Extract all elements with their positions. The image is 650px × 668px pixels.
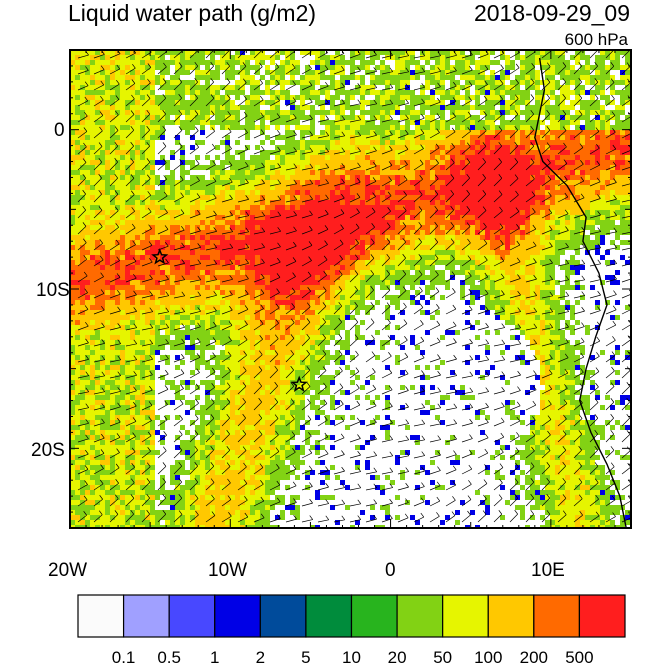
colorbar	[78, 595, 625, 637]
colorbar-label: 20	[388, 648, 407, 668]
colorbar-swatch	[78, 595, 124, 637]
colorbar-swatch	[260, 595, 306, 637]
colorbar-swatch	[352, 595, 398, 637]
colorbar-label: 5	[301, 648, 310, 668]
colorbar-swatch	[306, 595, 352, 637]
colorbar-swatch	[443, 595, 489, 637]
lon-label-0: 0	[385, 560, 396, 582]
colorbar-label: 2	[256, 648, 265, 668]
colorbar-label: 200	[520, 648, 548, 668]
colorbar-label: 0.1	[112, 648, 136, 668]
colorbar-label: 10	[342, 648, 361, 668]
colorbar-swatch	[397, 595, 443, 637]
colorbar-label: 50	[433, 648, 452, 668]
lwp-field	[70, 50, 635, 530]
lon-label-20w: 20W	[48, 560, 87, 582]
colorbar-swatch	[579, 595, 625, 637]
colorbar-swatch	[124, 595, 170, 637]
lat-label-0: 0	[54, 120, 65, 142]
lat-label-20s: 20S	[31, 440, 65, 462]
lat-label-10s: 10S	[36, 280, 70, 302]
colorbar-label: 1	[210, 648, 219, 668]
colorbar-label: 500	[565, 648, 593, 668]
lon-label-10w: 10W	[208, 560, 247, 582]
colorbar-label: 100	[474, 648, 502, 668]
colorbar-swatch	[534, 595, 580, 637]
colorbar-swatch	[169, 595, 215, 637]
colorbar-label: 0.5	[157, 648, 181, 668]
colorbar-swatch	[488, 595, 534, 637]
colorbar-swatch	[215, 595, 261, 637]
lon-label-10e: 10E	[531, 560, 565, 582]
